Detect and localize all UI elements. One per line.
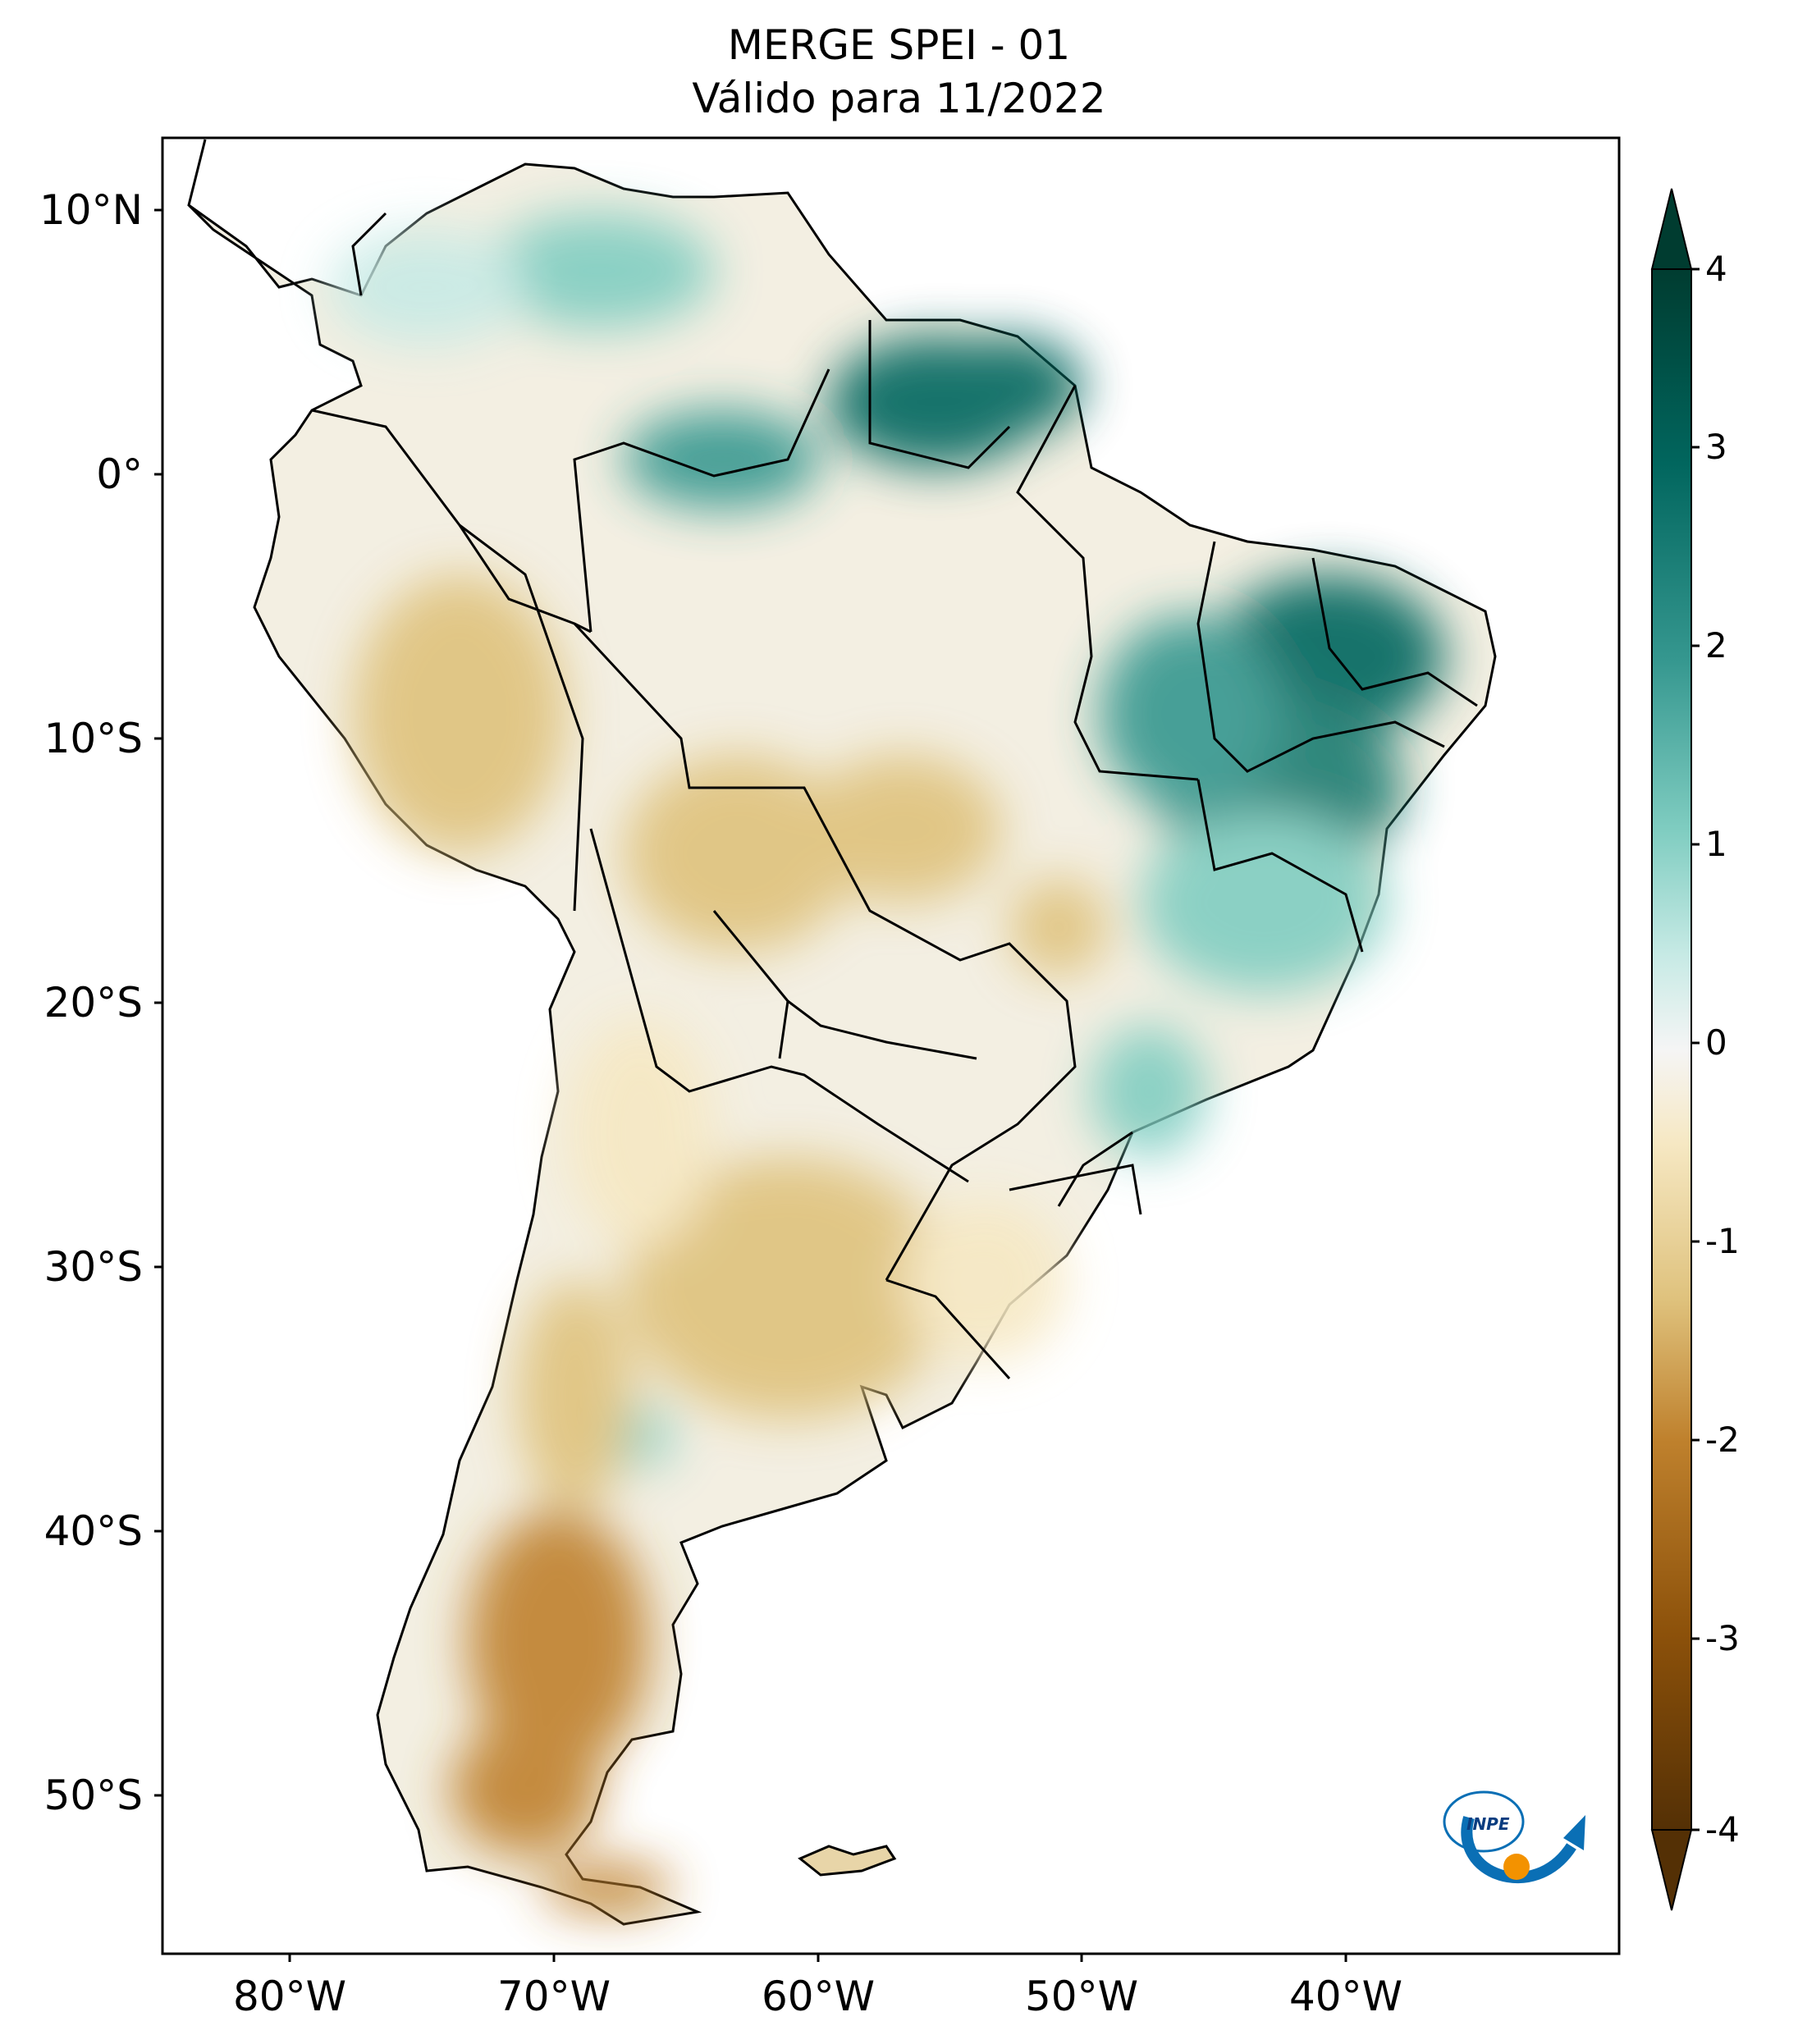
lat-label-10s: 10°S	[43, 715, 143, 762]
colorbar-tick-2: 2	[1705, 625, 1727, 665]
lat-label-0: 0°	[96, 450, 143, 498]
lon-label-50w: 50°W	[1024, 1973, 1139, 2020]
colorbar-tick-0: 0	[1705, 1022, 1727, 1063]
colorbar-tick-1: 1	[1705, 824, 1727, 864]
map-subtitle: Válido para 11/2022	[692, 75, 1106, 122]
colorbar	[1650, 188, 1700, 1911]
logo-text: INPE	[1466, 1814, 1510, 1834]
country-borders	[311, 212, 1478, 1380]
colorbar-tick-3: 3	[1705, 427, 1727, 467]
colorbar-tick-neg1: -1	[1705, 1221, 1740, 1261]
lon-label-80w: 80°W	[232, 1973, 347, 2020]
map-title: MERGE SPEI - 01	[727, 21, 1071, 69]
falkland-islands	[798, 1845, 897, 1877]
lat-label-40s: 40°S	[43, 1507, 143, 1555]
axis-ticks	[154, 208, 1347, 1962]
colorbar-tick-neg3: -3	[1705, 1618, 1740, 1658]
colorbar-tick-4: 4	[1705, 249, 1727, 289]
lon-label-70w: 70°W	[496, 1973, 611, 2020]
colorbar-tick-neg4: -4	[1705, 1809, 1740, 1850]
lat-label-20s: 20°S	[43, 979, 143, 1027]
lon-label-40w: 40°W	[1288, 1973, 1403, 2020]
inpe-logo-icon	[1443, 1790, 1585, 1883]
colorbar-tick-neg2: -2	[1705, 1420, 1740, 1460]
lon-label-60w: 60°W	[761, 1973, 876, 2020]
lat-label-30s: 30°S	[43, 1243, 143, 1291]
lat-label-50s: 50°S	[43, 1772, 143, 1819]
south-america-map	[187, 139, 1497, 1926]
lat-label-10n: 10°N	[39, 186, 143, 234]
